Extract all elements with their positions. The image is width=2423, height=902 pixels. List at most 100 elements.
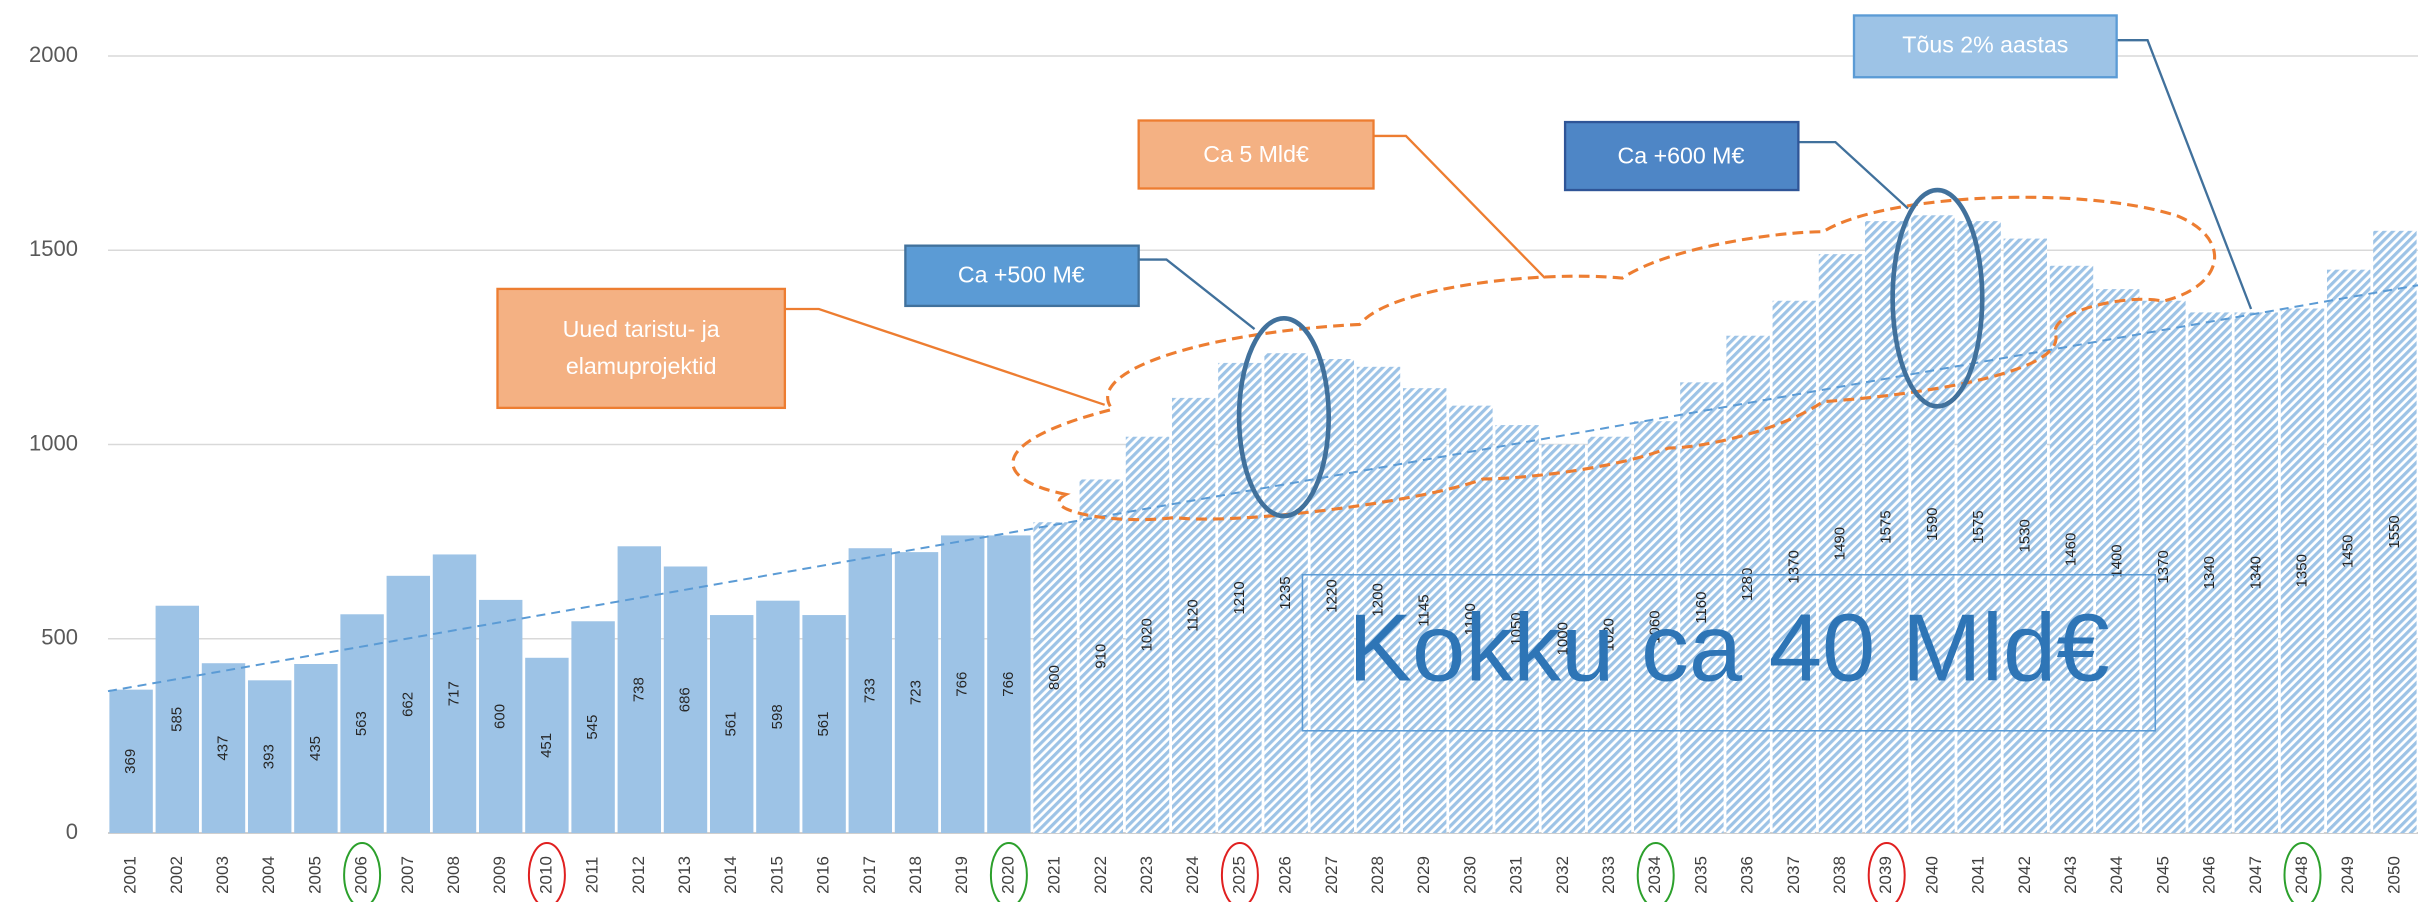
value-label: 1340 <box>2201 556 2218 589</box>
bar <box>1495 425 1539 833</box>
x-tick-label: 2007 <box>398 856 417 894</box>
y-tick-label: 0 <box>66 819 78 844</box>
connector <box>1373 134 1546 279</box>
bar <box>2095 289 2140 834</box>
value-label: 1200 <box>1369 583 1386 616</box>
x-tick-label: 2013 <box>675 856 694 894</box>
value-label: 563 <box>353 711 370 736</box>
annotation-box <box>1563 120 1800 192</box>
x-tick-label: 2034 <box>1645 856 1664 894</box>
annotation-text: Tõus 2% aastas <box>1902 31 2068 57</box>
bar <box>987 535 1031 833</box>
plot-area: 0 500 1000 1500 2000 369 585 437 393 435 563 662 717… <box>29 42 2419 902</box>
x-tick-label: 2029 <box>1414 856 1433 894</box>
x-tick-label: 2042 <box>2015 856 2034 894</box>
value-label: 435 <box>307 736 324 761</box>
x-tick-label: 2023 <box>1137 856 1156 894</box>
total-text: Kokku ca 40 Mld€ <box>1348 594 2109 701</box>
bar <box>1079 479 1124 833</box>
value-label: 1530 <box>2016 519 2033 552</box>
x-tick-label: 2004 <box>259 856 278 894</box>
x-tick-label: 2012 <box>629 856 648 894</box>
y-tick-label: 2000 <box>29 42 78 67</box>
annotation-text: Ca +600 M€ <box>1618 143 1745 169</box>
bar <box>340 614 384 833</box>
x-tick-label: 2044 <box>2107 856 2126 894</box>
x-tick-label: 2022 <box>1091 856 1110 894</box>
bar <box>1587 436 1632 833</box>
connector <box>2116 39 2253 310</box>
bar <box>940 535 985 833</box>
annotations: Uued taristu- ja elamuprojektid Ca +500 … <box>496 14 2253 732</box>
value-label: 1220 <box>1323 579 1340 612</box>
bar <box>1680 382 1724 833</box>
x-tick-label: 2014 <box>721 856 740 894</box>
value-label: 686 <box>676 687 693 712</box>
x-tick-label: 2006 <box>352 856 371 894</box>
year-circle <box>1636 842 1675 902</box>
bar <box>247 680 292 833</box>
annotation-text: Ca +500 M€ <box>958 262 1085 288</box>
bar <box>2049 265 2094 833</box>
highlight-ellipse <box>1236 315 1332 519</box>
value-label: 1235 <box>1277 576 1294 609</box>
x-tick-label: 2016 <box>814 856 833 894</box>
value-label: 369 <box>122 749 139 774</box>
value-label: 1160 <box>1693 592 1710 624</box>
bar <box>2003 238 2048 834</box>
x-tick-label: 2048 <box>2292 856 2311 894</box>
year-circle <box>1220 842 1259 902</box>
value-label: 1210 <box>1231 581 1248 614</box>
value-label: 1050 <box>1508 612 1525 645</box>
value-label: 1060 <box>1647 610 1664 643</box>
x-tick-label: 2021 <box>1045 856 1064 894</box>
x-tick-label: 2043 <box>2061 856 2080 894</box>
bar <box>756 600 800 833</box>
value-label: 738 <box>630 677 647 702</box>
x-tick-label: 2046 <box>2200 856 2219 894</box>
annotation-box <box>1137 119 1375 190</box>
bar <box>386 575 431 833</box>
x-tick-label: 2008 <box>444 856 463 894</box>
x-tick-label: 2047 <box>2246 856 2265 894</box>
x-tick-label: 2026 <box>1276 856 1295 894</box>
bar <box>1449 405 1493 833</box>
value-label: 600 <box>492 704 509 729</box>
bar <box>802 615 846 833</box>
bar <box>2326 269 2371 833</box>
x-tick-label: 2035 <box>1691 856 1710 894</box>
value-label: 585 <box>168 707 185 732</box>
bar <box>2142 300 2186 833</box>
value-label: 451 <box>538 733 555 758</box>
bar <box>1541 444 1586 833</box>
x-tick-label: 2036 <box>1738 856 1757 894</box>
year-circle <box>2283 842 2322 902</box>
x-tick-label: 2039 <box>1876 856 1895 894</box>
value-label: 598 <box>769 704 786 729</box>
value-label: 1370 <box>1785 550 1802 583</box>
annotation-text: elamuprojektid <box>566 353 717 379</box>
x-tick-label: 2032 <box>1553 856 1572 894</box>
x-tick-label: 2033 <box>1599 856 1618 894</box>
value-label: 1145 <box>1416 594 1433 626</box>
bar <box>1356 366 1401 833</box>
value-label: 1370 <box>2155 550 2172 583</box>
value-label: 662 <box>399 692 416 717</box>
bar <box>1772 300 1817 833</box>
value-label: 800 <box>1046 665 1063 690</box>
bar <box>478 599 523 833</box>
x-tick-label: 2050 <box>2384 856 2403 894</box>
x-tick-label: 2009 <box>490 856 509 894</box>
highlight-ellipse <box>1890 187 1985 409</box>
x-tick-label: 2049 <box>2338 856 2357 894</box>
bar <box>155 605 200 833</box>
bar <box>663 566 708 833</box>
value-label: 766 <box>954 672 971 697</box>
bar <box>294 664 338 833</box>
bar <box>1264 353 1308 833</box>
x-tick-label: 2001 <box>121 856 140 894</box>
year-circle <box>527 842 566 902</box>
x-tick-label: 2018 <box>906 856 925 894</box>
x-tick-label: 2011 <box>583 857 602 894</box>
